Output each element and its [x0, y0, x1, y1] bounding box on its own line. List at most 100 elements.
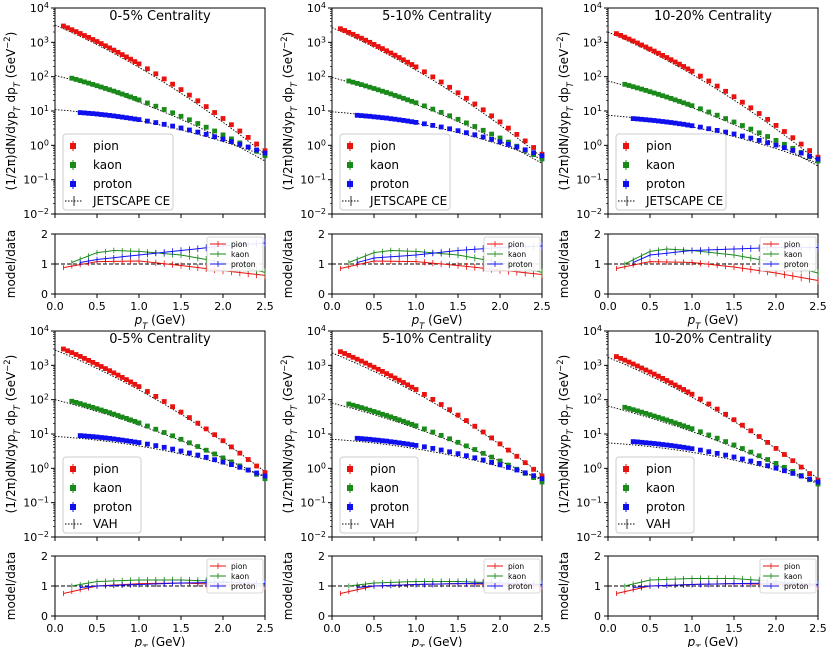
data-point-pion [630, 38, 636, 44]
y-tick-label: 101 [307, 104, 326, 119]
data-point-pion [681, 64, 686, 69]
data-point-kaon [115, 90, 121, 95]
label-superscript: −2 [279, 36, 289, 48]
data-point-kaon [714, 435, 720, 441]
y-tick-label: 10−1 [576, 172, 602, 187]
data-point-proton [647, 117, 653, 123]
data-point-proton [514, 144, 520, 150]
data-point-kaon [401, 418, 406, 424]
data-point-proton [464, 130, 469, 136]
tick-exponent: 0 [321, 138, 326, 147]
data-point-pion [531, 466, 536, 472]
data-point-proton [371, 114, 377, 120]
y-tick-label: 103 [30, 35, 49, 50]
ratio-x-label: pT (GeV) [687, 313, 739, 331]
data-point-proton [651, 118, 657, 123]
data-point-proton [731, 454, 737, 460]
data-point-pion [220, 438, 226, 444]
data-point-pion [245, 457, 251, 462]
label-part: dp [557, 410, 571, 429]
data-point-kaon [765, 134, 770, 139]
data-point-pion [124, 377, 129, 382]
data-point-pion [464, 418, 469, 423]
data-point-proton [119, 114, 125, 120]
data-point-pion [497, 441, 503, 447]
data-point-kaon [384, 90, 389, 95]
ratio-line-pion [616, 261, 819, 281]
data-point-pion [388, 373, 394, 379]
data-point-proton [262, 150, 268, 156]
legend-marker-kaon [347, 485, 353, 491]
data-point-proton [128, 438, 133, 444]
data-point-proton [685, 445, 691, 451]
data-point-pion [647, 369, 653, 375]
tick-base: 10 [307, 2, 321, 15]
data-point-proton [748, 135, 754, 141]
y-tick-label: 100 [583, 138, 602, 153]
data-point-kaon [371, 409, 377, 414]
data-point-kaon [539, 479, 545, 485]
tick-base: 10 [583, 105, 597, 118]
data-point-kaon [392, 416, 398, 421]
data-point-pion [229, 122, 234, 128]
tick-exponent: −2 [590, 530, 602, 539]
data-point-proton [90, 111, 96, 116]
data-point-kaon [660, 416, 665, 422]
data-point-kaon [405, 420, 410, 426]
legend-model-label: JETSCAPE CE [645, 194, 723, 208]
data-point-pion [522, 460, 528, 466]
tick-exponent: 2 [44, 392, 49, 401]
data-point-proton [489, 460, 494, 465]
data-point-proton [422, 444, 427, 450]
ratio-legend-label-kaon: kaon [784, 250, 802, 259]
ratio-x-tick-label: 0.0 [599, 300, 617, 313]
y-tick-label: 101 [583, 104, 602, 119]
data-point-kaon [396, 94, 402, 100]
data-point-proton [359, 436, 364, 441]
ratio-x-tick-label: 2.0 [214, 300, 232, 313]
y-tick-label: 102 [30, 69, 49, 84]
ratio-x-label: pT (GeV) [134, 635, 186, 647]
data-point-kaon [472, 124, 478, 129]
data-point-proton [195, 452, 201, 458]
data-point-pion [430, 74, 436, 80]
ratio-x-label: pT (GeV) [134, 313, 186, 331]
data-point-kaon [714, 112, 720, 118]
data-point-pion [731, 94, 737, 100]
tick-base: 10 [583, 462, 597, 475]
ratio-y-label: model/data [4, 552, 18, 620]
data-point-kaon [413, 423, 419, 429]
y-tick-label: 101 [583, 427, 602, 442]
tick-exponent: 0 [597, 138, 602, 147]
data-point-pion [128, 56, 133, 62]
data-point-kaon [731, 119, 737, 125]
data-point-kaon [639, 409, 644, 415]
data-point-kaon [354, 404, 360, 409]
data-point-pion [622, 34, 628, 40]
y-tick-label: 10−1 [23, 172, 49, 187]
data-point-kaon [643, 411, 649, 416]
legend-label-kaon: kaon [370, 158, 399, 172]
data-point-kaon [447, 113, 452, 119]
data-point-pion [664, 55, 670, 60]
data-point-kaon [69, 398, 75, 404]
tick-base: 10 [307, 359, 321, 372]
ratio-x-tick-label: 0.0 [46, 300, 64, 313]
data-point-pion [392, 375, 398, 381]
tick-exponent: 2 [44, 69, 49, 78]
y-tick-label: 102 [307, 392, 326, 407]
y-tick-label: 104 [583, 1, 602, 16]
data-point-proton [245, 144, 251, 150]
tick-exponent: −1 [314, 495, 326, 504]
data-point-kaon [94, 406, 100, 412]
data-point-pion [145, 66, 150, 72]
data-point-kaon [630, 84, 636, 90]
tick-exponent: 2 [597, 392, 602, 401]
data-point-proton [132, 116, 138, 122]
data-point-pion [203, 426, 209, 432]
tick-exponent: −1 [590, 172, 602, 181]
data-point-pion [220, 116, 226, 121]
data-point-pion [245, 135, 251, 140]
tick-base: 10 [583, 359, 597, 372]
data-point-proton [396, 440, 402, 446]
